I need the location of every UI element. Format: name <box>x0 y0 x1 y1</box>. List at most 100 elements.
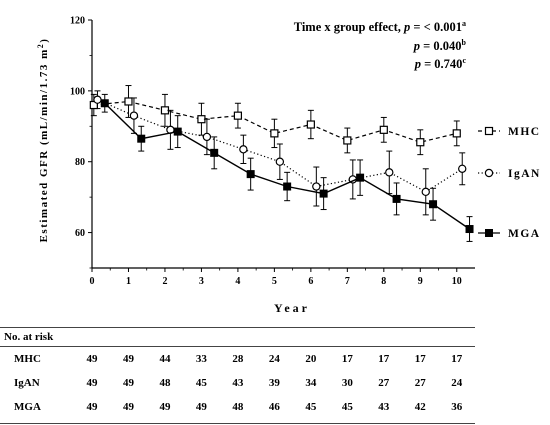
risk-cell: 44 <box>159 353 171 365</box>
data-point-igan <box>312 182 321 191</box>
data-point-mga <box>100 99 109 108</box>
annotation-layer: Time x group effect, p = < 0.001a p = 0.0… <box>294 19 467 71</box>
data-point-igan <box>202 132 212 142</box>
x-tick-label: 2 <box>162 276 167 287</box>
x-axis-label: Year <box>274 301 310 315</box>
x-tick-label: 8 <box>381 276 386 287</box>
legend-marker-mga <box>485 229 493 237</box>
data-point-mga <box>429 200 438 209</box>
risk-table-title: No. at risk <box>4 331 54 343</box>
series-line-mhc <box>93 100 457 143</box>
annotation-p-value: p = 0.040b <box>413 38 467 53</box>
x-tick-label: 3 <box>199 276 204 287</box>
data-point-mga <box>319 189 328 198</box>
legend-label-igan: IgAN <box>508 168 541 180</box>
legend-entry-igan: IgAN <box>478 168 541 180</box>
risk-cell: 49 <box>86 401 98 413</box>
y-axis-label: Estimated GFR (mL/min/1.73 m2) <box>36 38 50 243</box>
risk-cell: 49 <box>122 401 134 413</box>
risk-cell: 20 <box>305 353 317 365</box>
ticks: 0 1 2 3 4 5 6 7 8 9 10 60 80 100 120 <box>70 16 462 288</box>
x-tick-label: 7 <box>345 276 350 287</box>
data-point-mhc <box>124 97 133 106</box>
legend-label-mhc: MHC <box>508 126 541 138</box>
risk-row-mga: MGA 49 49 49 49 48 46 45 45 43 42 36 <box>0 401 550 417</box>
data-point-mga <box>246 170 255 179</box>
risk-table-top-rule <box>0 327 475 328</box>
risk-table-header-rule <box>0 346 475 347</box>
risk-cell: 45 <box>305 401 317 413</box>
risk-cell: 43 <box>378 401 390 413</box>
data-point-mhc <box>197 115 206 124</box>
risk-cell: 17 <box>378 353 390 365</box>
data-point-mhc <box>452 129 461 138</box>
risk-cell: 24 <box>268 353 280 365</box>
series-line-igan <box>97 99 463 193</box>
risk-cell: 17 <box>414 353 426 365</box>
risk-table: No. at risk MHC 49 49 44 33 28 24 20 17 17 17 17 IgA… <box>0 327 550 425</box>
risk-cell: 45 <box>341 401 353 413</box>
data-point-mhc <box>306 120 315 129</box>
annotation-p-value: Time x group effect, p = < 0.001a <box>294 19 466 34</box>
x-tick-label: 5 <box>272 276 277 287</box>
risk-cell: 43 <box>232 377 244 389</box>
risk-row-label: IgAN <box>14 377 40 389</box>
data-point-igan <box>385 168 394 177</box>
legend-marker-igan <box>484 168 494 178</box>
risk-cell: 42 <box>414 401 426 413</box>
risk-cell: 49 <box>86 353 98 365</box>
gfr-chart: 0 1 2 3 4 5 6 7 8 9 10 60 80 100 120 MHC IgAN MGA Time x… <box>36 16 541 316</box>
annotation-p-value: p = 0.740c <box>414 56 467 71</box>
risk-row-mhc: MHC 49 49 44 33 28 24 20 17 17 17 17 <box>0 353 550 369</box>
y-tick-label: 120 <box>70 16 85 27</box>
risk-row-label: MGA <box>14 401 41 413</box>
y-tick-label: 60 <box>75 228 85 239</box>
data-point-mga <box>283 182 292 191</box>
data-point-mhc <box>343 136 352 145</box>
risk-cell: 33 <box>195 353 207 365</box>
legend-label-mga: MGA <box>508 228 541 240</box>
data-point-mga <box>465 225 474 234</box>
risk-cell: 27 <box>414 377 426 389</box>
legend-entry-mhc: MHC <box>478 126 541 138</box>
risk-cell: 45 <box>195 377 207 389</box>
legend-entry-mga: MGA <box>478 228 541 240</box>
risk-cell: 34 <box>305 377 317 389</box>
y-tick-label: 80 <box>75 157 85 168</box>
x-tick-label: 6 <box>308 276 313 287</box>
data-point-igan <box>239 145 248 154</box>
risk-cell: 17 <box>451 353 463 365</box>
data-point-mhc <box>233 111 243 120</box>
data-point-igan <box>421 187 430 197</box>
data-point-mhc <box>270 129 279 138</box>
x-tick-label: 1 <box>126 276 131 287</box>
data-point-igan <box>458 164 467 173</box>
axes <box>91 20 475 269</box>
risk-cell: 49 <box>122 377 134 389</box>
risk-cell: 36 <box>451 401 463 413</box>
data-point-igan <box>275 157 285 166</box>
x-tick-label: 10 <box>452 276 462 287</box>
x-tick-label: 0 <box>90 276 95 287</box>
x-tick-label: 4 <box>235 276 240 287</box>
data-point-mga <box>210 148 219 157</box>
data-point-mhc <box>160 106 170 115</box>
risk-cell: 49 <box>122 353 134 365</box>
data-point-igan <box>93 95 102 104</box>
legend-marker-mhc <box>484 126 494 136</box>
risk-cell: 27 <box>378 377 390 389</box>
risk-cell: 30 <box>341 377 353 389</box>
series-layer <box>89 85 474 242</box>
risk-cell: 49 <box>195 401 207 413</box>
risk-cell: 17 <box>341 353 353 365</box>
risk-cell: 46 <box>268 401 280 413</box>
risk-cell: 48 <box>159 377 171 389</box>
risk-cell: 39 <box>268 377 280 389</box>
risk-cell: 49 <box>159 401 171 413</box>
risk-cell: 24 <box>451 377 463 389</box>
risk-row-igan: IgAN 49 49 48 45 43 39 34 30 27 27 24 <box>0 377 550 393</box>
data-point-mga <box>137 134 146 143</box>
series-igan <box>93 90 467 216</box>
data-point-mhc <box>379 125 388 134</box>
data-point-igan <box>129 111 139 120</box>
